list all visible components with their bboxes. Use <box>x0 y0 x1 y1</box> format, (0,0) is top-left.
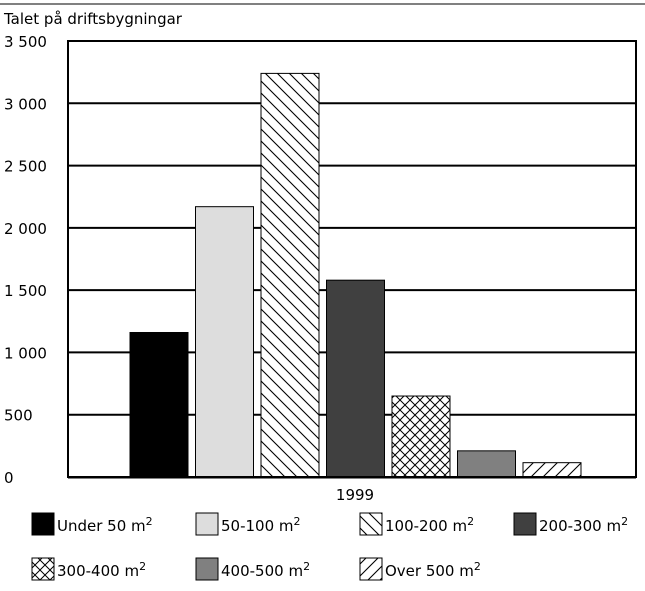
plot-frame <box>67 40 637 478</box>
legend-label: 300-400 m2 <box>57 560 146 580</box>
legend-swatch <box>31 512 55 536</box>
y-tick-label: 0 <box>4 469 14 487</box>
y-tick-label: 3 500 <box>4 33 47 51</box>
legend-swatch <box>195 512 219 536</box>
bar-4 <box>326 279 385 478</box>
legend-item-3: 100-200 m2 <box>359 512 474 536</box>
bars <box>129 72 582 478</box>
bar-6 <box>457 450 516 478</box>
y-tick-label: 3 000 <box>4 95 47 113</box>
y-tick-label: 2 000 <box>4 220 47 238</box>
legend-swatch <box>195 557 219 581</box>
legend-item-4: 200-300 m2 <box>513 512 628 536</box>
legend-label: 200-300 m2 <box>539 515 628 535</box>
legend-label: Under 50 m2 <box>57 515 153 535</box>
bar-1 <box>129 331 189 478</box>
legend-label: 100-200 m2 <box>385 515 474 535</box>
y-tick-label: 1 500 <box>4 282 47 300</box>
legend-label: Over 500 m2 <box>385 560 481 580</box>
legend-item-6: 400-500 m2 <box>195 557 310 581</box>
legend-swatch <box>359 512 383 536</box>
legend-item-7: Over 500 m2 <box>359 557 481 581</box>
y-tick-labels: 0 500 1 000 1 500 2 000 2 500 3 000 3 500 <box>4 33 47 487</box>
legend-label: 400-500 m2 <box>221 560 310 580</box>
legend-swatch <box>359 557 383 581</box>
y-tick-label: 1 000 <box>4 344 47 362</box>
legend-swatch <box>31 557 55 581</box>
bar-5 <box>391 395 451 478</box>
y-tick-label: 500 <box>4 407 33 425</box>
y-axis-title: Talet på driftsbygningar <box>3 10 183 28</box>
bar-7 <box>522 462 582 478</box>
legend-item-1: Under 50 m2 <box>31 512 153 536</box>
bar-2 <box>195 206 254 478</box>
y-tick-label: 2 500 <box>4 158 47 176</box>
x-tick-label: 1999 <box>336 486 374 504</box>
legend-swatch <box>513 512 537 536</box>
legend-item-2: 50-100 m2 <box>195 512 301 536</box>
legend: Under 50 m2 50-100 m2 100-200 m2 200-300 m2… <box>31 512 628 581</box>
legend-item-5: 300-400 m2 <box>31 557 146 581</box>
bar-3 <box>260 72 320 478</box>
legend-label: 50-100 m2 <box>221 515 301 535</box>
